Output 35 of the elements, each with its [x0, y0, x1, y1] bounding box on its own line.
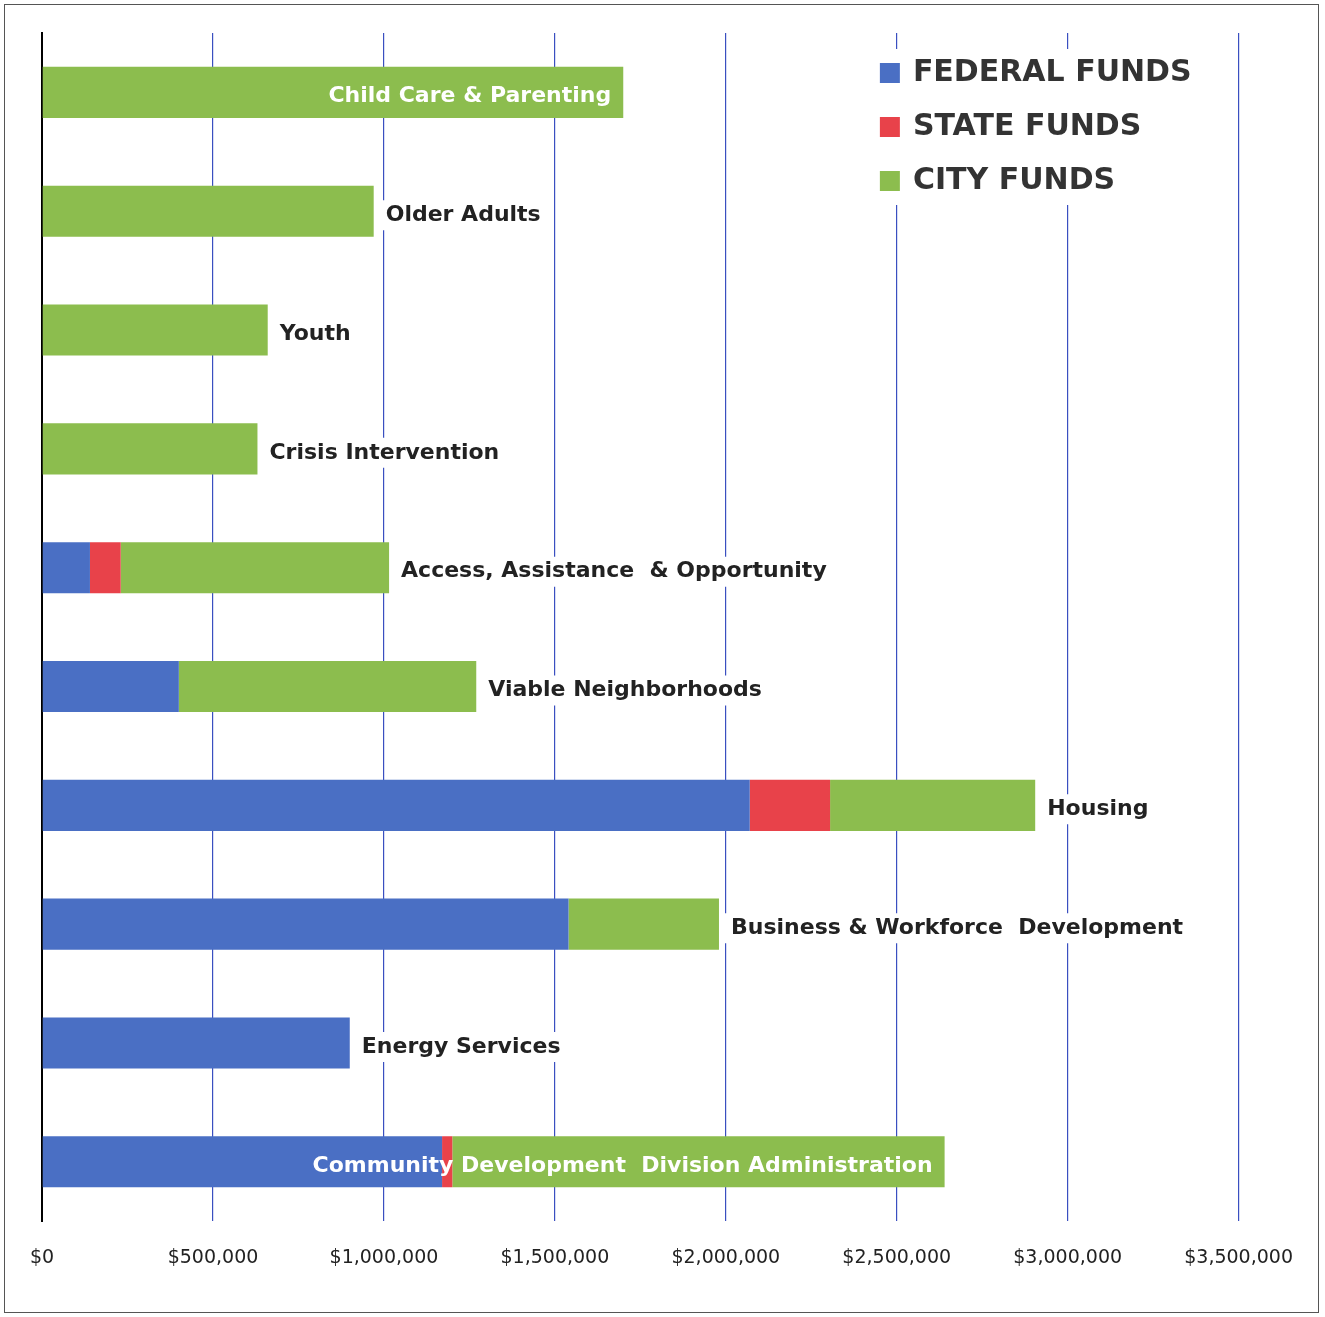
bar: [42, 1017, 350, 1069]
x-tick-label: $500,000: [167, 1244, 259, 1267]
x-tick-label: $0: [29, 1244, 55, 1267]
bar: [830, 779, 1036, 831]
bar: [42, 185, 374, 237]
y-tick-label: Child Care & Parenting: [328, 82, 612, 108]
y-tick-label: Energy Services: [361, 1032, 561, 1058]
bar: [42, 542, 90, 594]
x-tick-label: $3,000,000: [1013, 1244, 1123, 1267]
y-tick-label: Older Adults: [385, 200, 541, 226]
x-tick-label: $2,000,000: [671, 1244, 781, 1267]
x-tick-label: $3,500,000: [1184, 1244, 1294, 1267]
bar: [120, 542, 390, 594]
bar: [89, 542, 121, 594]
legend-label: STATE FUNDS: [912, 106, 1142, 142]
y-tick-label: Housing: [1047, 795, 1149, 821]
y-tick-label: Viable Neighborhoods: [488, 676, 762, 702]
bar: [42, 423, 258, 475]
bar: [568, 898, 719, 950]
y-tick-label: Crisis Intervention: [269, 438, 500, 464]
bar: [42, 66, 624, 118]
x-tick-label: $2,500,000: [842, 1244, 952, 1267]
bar: [749, 779, 831, 831]
x-tick-label: $1,500,000: [500, 1244, 610, 1267]
legend-label: FEDERAL FUNDS: [912, 52, 1192, 88]
bar: [178, 660, 477, 713]
bar: [42, 898, 569, 950]
bar: [42, 660, 179, 713]
bar: [42, 304, 268, 356]
bar: [42, 779, 750, 831]
y-tick-label: Access, Assistance & Opportunity: [401, 557, 827, 583]
y-tick-label: Business & Workforce Development: [730, 913, 1184, 939]
y-tick-label: Youth: [278, 319, 351, 345]
x-tick-label: $1,000,000: [329, 1244, 439, 1267]
legend-label: CITY FUNDS: [912, 160, 1116, 196]
